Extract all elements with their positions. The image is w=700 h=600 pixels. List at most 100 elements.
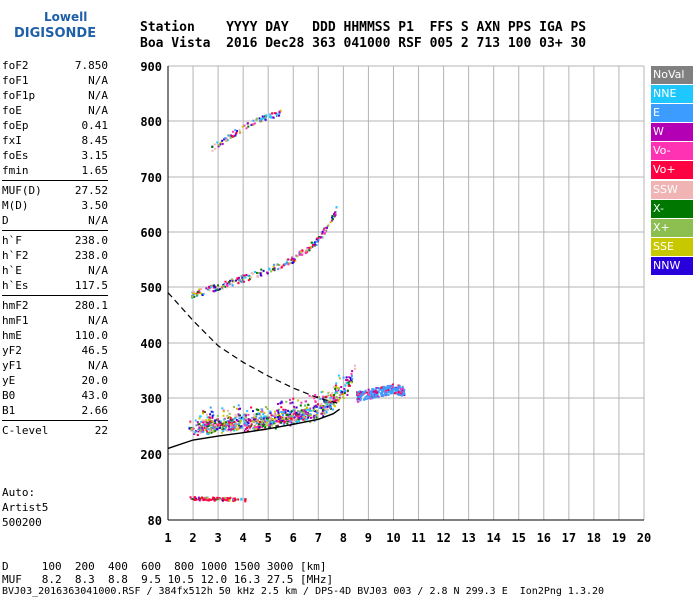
echo-point bbox=[225, 499, 228, 502]
param-row: hmF2 280.1 bbox=[2, 298, 108, 313]
echo-point bbox=[356, 393, 359, 396]
echo-point bbox=[265, 406, 267, 409]
legend-item: SSW bbox=[651, 180, 693, 199]
echo-point bbox=[275, 419, 278, 422]
echo-point bbox=[204, 421, 207, 423]
auto-label: Auto: bbox=[2, 486, 36, 499]
echo-point bbox=[216, 414, 219, 417]
echo-point bbox=[229, 423, 232, 426]
echo-point bbox=[377, 395, 380, 398]
echo-point bbox=[228, 412, 231, 415]
echo-point bbox=[324, 227, 327, 230]
echo-point bbox=[281, 401, 284, 404]
param-label: foF1 bbox=[2, 74, 29, 87]
echo-point bbox=[224, 139, 227, 142]
x-tick-label: 3 bbox=[214, 531, 221, 545]
file-info-footer: BVJ03_2016363041000.RSF / 384fx512h 50 k… bbox=[2, 586, 605, 597]
legend-item: SSE bbox=[651, 237, 693, 256]
echo-point bbox=[255, 426, 258, 429]
echo-point bbox=[212, 414, 215, 416]
echo-point bbox=[274, 418, 277, 421]
echo-point bbox=[306, 406, 308, 409]
echo-point bbox=[198, 288, 201, 291]
legend-item: X- bbox=[651, 199, 693, 218]
echo-point bbox=[321, 412, 323, 415]
echo-point bbox=[199, 497, 201, 500]
echo-point bbox=[274, 416, 277, 419]
echo-point bbox=[382, 385, 385, 388]
echo-point bbox=[265, 115, 267, 118]
echo-point bbox=[249, 420, 252, 423]
echo-point bbox=[214, 425, 217, 428]
echo-point bbox=[292, 415, 295, 418]
echo-point bbox=[239, 407, 241, 410]
echo-point bbox=[356, 392, 359, 395]
echo-point bbox=[243, 423, 246, 426]
echo-point bbox=[195, 292, 198, 295]
echo-point bbox=[329, 398, 332, 401]
echo-point bbox=[211, 416, 214, 419]
echo-point bbox=[401, 385, 404, 388]
echo-point bbox=[320, 403, 323, 406]
echo-point bbox=[301, 411, 304, 414]
echo-point bbox=[192, 427, 195, 430]
echo-point bbox=[194, 419, 197, 422]
echo-point bbox=[308, 249, 311, 252]
echo-point bbox=[296, 414, 299, 417]
echo-point bbox=[284, 411, 286, 414]
echo-point bbox=[244, 500, 247, 503]
echo-point bbox=[223, 418, 226, 421]
echo-point bbox=[204, 496, 207, 499]
echo-point bbox=[369, 397, 372, 400]
echo-point bbox=[246, 122, 249, 125]
param-value: 280.1 bbox=[74, 299, 108, 312]
param-row: h`Es 117.5 bbox=[2, 278, 108, 293]
param-row: h`E N/A bbox=[2, 263, 108, 278]
echo-point bbox=[221, 139, 224, 142]
echo-point bbox=[282, 264, 285, 267]
x-tick-label: 8 bbox=[340, 531, 347, 545]
echo-point bbox=[263, 411, 266, 414]
echo-point bbox=[339, 391, 342, 394]
echo-point bbox=[338, 398, 341, 401]
echo-point bbox=[377, 391, 380, 393]
echo-point bbox=[349, 384, 351, 387]
echo-point bbox=[329, 221, 332, 224]
echo-point bbox=[235, 131, 238, 134]
echo-point bbox=[365, 391, 368, 394]
echo-point bbox=[226, 497, 229, 499]
echo-point bbox=[248, 427, 251, 430]
echo-point bbox=[308, 246, 311, 249]
echo-point bbox=[331, 216, 333, 219]
param-label: foEp bbox=[2, 119, 29, 132]
param-separator bbox=[2, 180, 108, 181]
echo-point bbox=[401, 391, 404, 394]
echo-point bbox=[335, 206, 338, 209]
echo-point bbox=[194, 497, 197, 500]
echo-point bbox=[307, 408, 310, 411]
echo-point bbox=[237, 404, 240, 407]
echo-point bbox=[293, 410, 296, 413]
echo-point bbox=[303, 409, 306, 412]
echo-point bbox=[237, 408, 240, 411]
echo-point bbox=[325, 408, 328, 411]
echo-point bbox=[334, 400, 337, 403]
echo-point bbox=[256, 422, 258, 425]
echo-point bbox=[245, 429, 248, 432]
echo-point bbox=[244, 428, 247, 431]
echo-point bbox=[320, 391, 323, 394]
echo-point bbox=[280, 419, 283, 422]
echo-point bbox=[301, 253, 304, 256]
echo-point bbox=[285, 417, 288, 420]
echo-point bbox=[327, 223, 330, 226]
echo-point bbox=[345, 379, 348, 382]
echo-point bbox=[367, 393, 370, 396]
x-tick-label: 15 bbox=[512, 531, 526, 545]
echo-point bbox=[206, 499, 209, 502]
param-label: yF2 bbox=[2, 344, 22, 357]
echo-point bbox=[292, 258, 295, 261]
echo-point bbox=[237, 420, 240, 423]
echo-point bbox=[217, 284, 220, 287]
param-row: h`F 238.0 bbox=[2, 233, 108, 248]
echo-point bbox=[373, 394, 376, 397]
